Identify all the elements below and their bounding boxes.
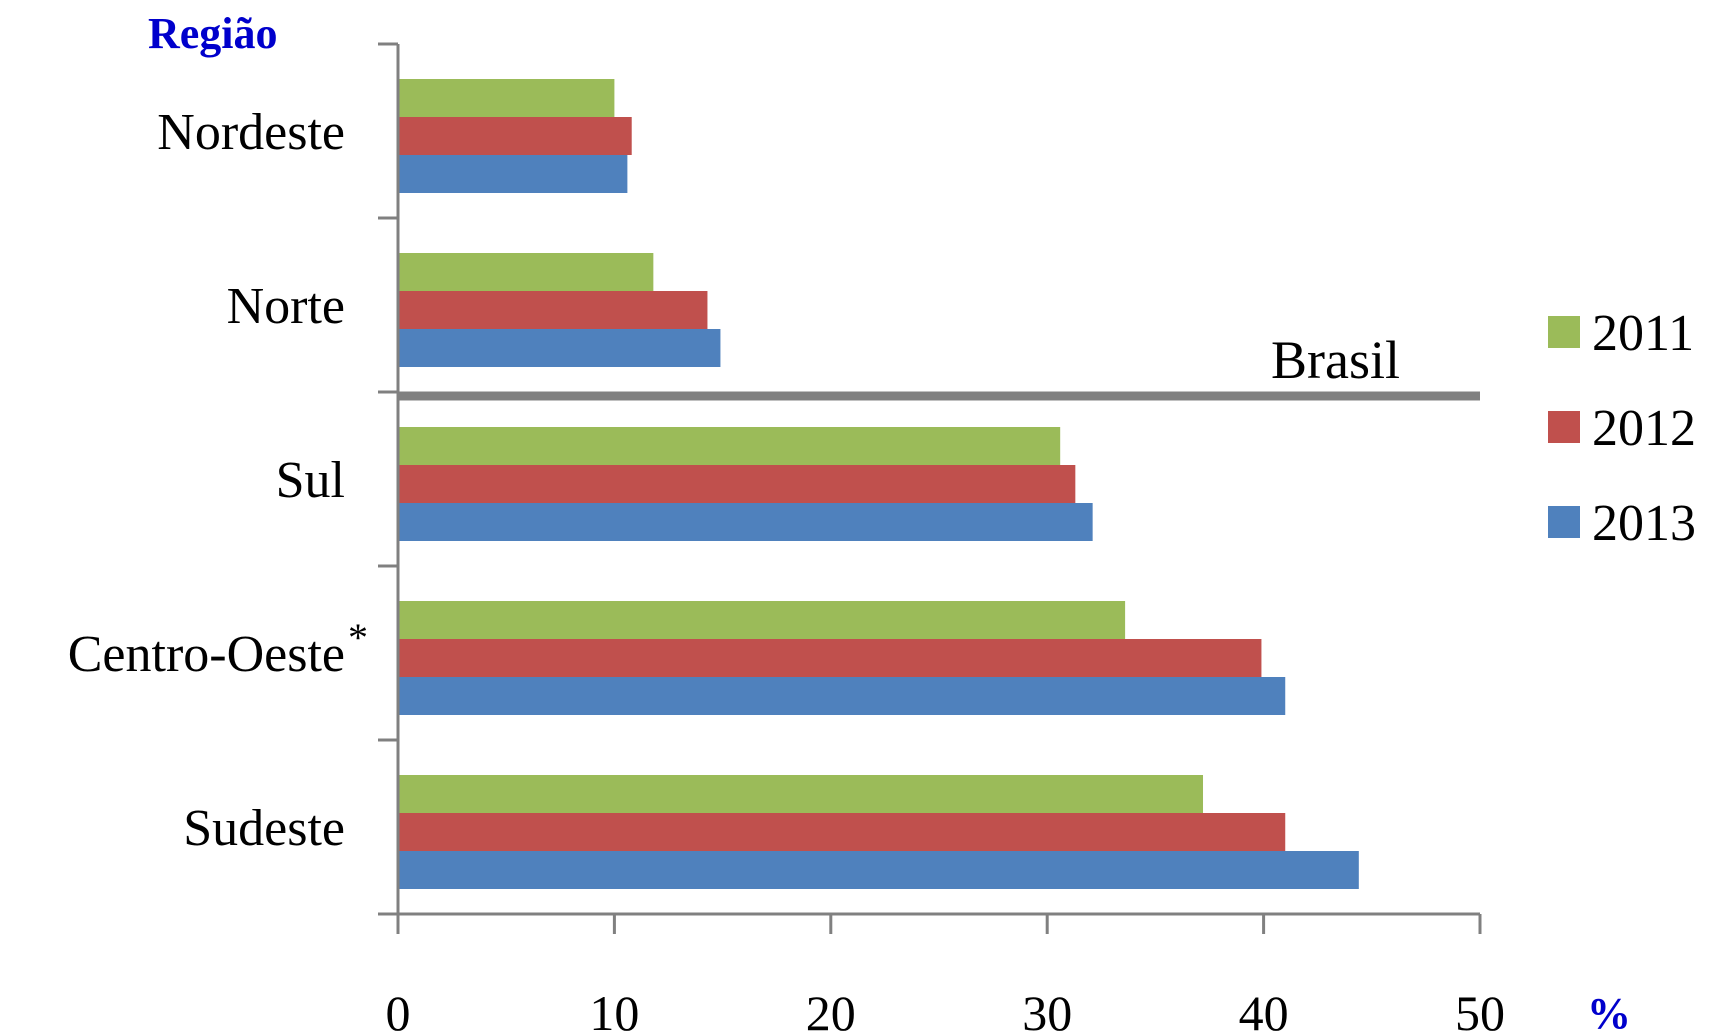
bar-centro-oeste-2013 <box>398 677 1286 715</box>
category-label: Centro-Oeste <box>68 626 345 683</box>
category-label: Nordeste <box>157 104 345 161</box>
category-label: Sul <box>276 452 345 509</box>
bar-norte-2013 <box>398 329 721 367</box>
axes-group <box>378 42 1482 934</box>
legend: 2011 2012 2013 <box>1548 305 1696 552</box>
bar-sul-2013 <box>398 503 1093 541</box>
bar-sudeste-2011 <box>398 775 1204 813</box>
legend-label-2011: 2011 <box>1592 305 1694 362</box>
category-label: Norte <box>227 278 345 335</box>
legend-swatch-2013 <box>1548 506 1580 538</box>
x-tick-label: 10 <box>589 985 639 1036</box>
x-tick-labels: 0 10 20 30 40 50 <box>386 985 1506 1036</box>
legend-swatch-2012 <box>1548 411 1580 443</box>
legend-label-2013: 2013 <box>1592 495 1696 552</box>
bar-norte-2012 <box>398 291 708 329</box>
bar-nordeste-2011 <box>398 79 615 117</box>
bar-sul-2011 <box>398 427 1061 465</box>
bar-sul-2012 <box>398 465 1076 503</box>
legend-label-2012: 2012 <box>1592 400 1696 457</box>
x-tick-label: 0 <box>386 985 411 1036</box>
bar-norte-2011 <box>398 253 654 291</box>
bar-sudeste-2013 <box>398 851 1359 889</box>
reference-line-group: Brasil <box>398 330 1480 401</box>
legend-swatch-2011 <box>1548 316 1580 348</box>
category-superscript: * <box>348 615 368 660</box>
bar-nordeste-2012 <box>398 117 632 155</box>
bar-nordeste-2013 <box>398 155 628 193</box>
category-label: Sudeste <box>183 800 345 857</box>
x-tick-label: 30 <box>1022 985 1072 1036</box>
bar-centro-oeste-2011 <box>398 601 1126 639</box>
reference-line-label: Brasil <box>1271 330 1400 390</box>
x-tick-label: 50 <box>1455 985 1505 1036</box>
x-tick-label: 20 <box>806 985 856 1036</box>
x-axis-unit-label: % <box>1587 989 1631 1036</box>
bar-centro-oeste-2012 <box>398 639 1262 677</box>
y-axis-title: Região <box>148 9 278 58</box>
bar-sudeste-2012 <box>398 813 1286 851</box>
x-tick-label: 40 <box>1239 985 1289 1036</box>
category-labels: Nordeste Norte Sul Centro-Oeste * Sudeste <box>68 104 368 857</box>
bars-group <box>398 79 1359 889</box>
